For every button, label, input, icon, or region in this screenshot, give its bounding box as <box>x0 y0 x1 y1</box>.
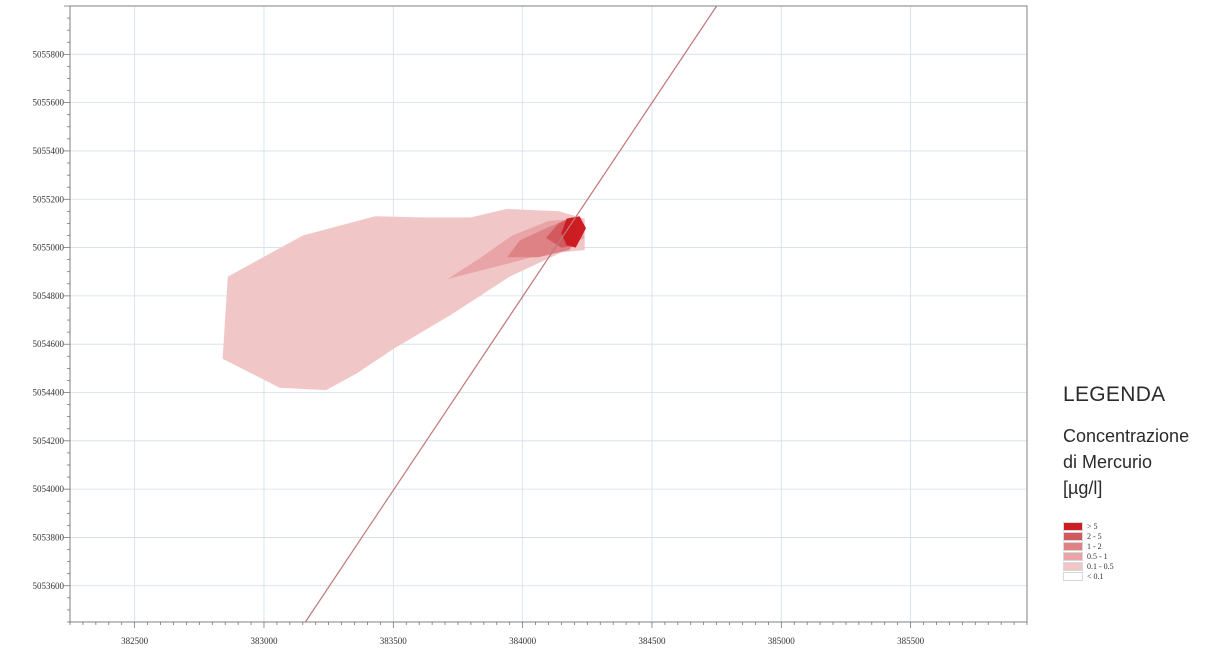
legend-item-label: 0.1 - 0.5 <box>1087 561 1114 571</box>
legend-item: 2 - 5 <box>1063 531 1218 541</box>
legend-subtitle-line: Concentrazione <box>1063 426 1190 446</box>
axis-ticks <box>64 5 1028 628</box>
legend-swatch <box>1063 561 1083 571</box>
legend-item-label: 0.5 - 1 <box>1087 551 1108 561</box>
legend-item: 0.5 - 1 <box>1063 551 1218 561</box>
y-tick-label: 5055000 <box>33 243 65 253</box>
legend-item: < 0.1 <box>1063 571 1218 581</box>
x-tick-label: 384500 <box>638 636 666 646</box>
y-tick-label: 5054400 <box>33 388 65 398</box>
legend-item: > 5 <box>1063 521 1218 531</box>
legend-swatch <box>1063 531 1083 541</box>
y-tick-label: 5053600 <box>33 581 65 591</box>
transect-line <box>304 5 718 623</box>
legend-item: 1 - 2 <box>1063 541 1218 551</box>
x-tick-label: 382500 <box>121 636 149 646</box>
legend-item-label: > 5 <box>1087 521 1098 531</box>
y-tick-label: 5054800 <box>33 291 65 301</box>
y-tick-label: 5053800 <box>33 532 65 542</box>
legend-item-label: 1 - 2 <box>1087 541 1102 551</box>
x-tick-label: 383000 <box>250 636 278 646</box>
y-tick-label: 5055800 <box>33 49 65 59</box>
y-tick-label: 5055200 <box>33 194 65 204</box>
legend-swatch <box>1063 521 1083 531</box>
mercury-plume <box>222 208 586 391</box>
x-tick-label: 385000 <box>768 636 796 646</box>
legend-swatch <box>1063 551 1083 561</box>
legend-item-label: < 0.1 <box>1087 571 1104 581</box>
x-tick-label: 384000 <box>509 636 537 646</box>
y-tick-label: 5055600 <box>33 98 65 108</box>
legend-swatch <box>1063 571 1083 581</box>
transect-line-layer <box>304 5 718 623</box>
legend: LEGENDA Concentrazione di Mercurio [µg/l… <box>1063 383 1218 581</box>
grid <box>70 6 1027 622</box>
y-tick-label: 5054600 <box>33 339 65 349</box>
y-tick-label: 5054000 <box>33 484 65 494</box>
contour-map: 382500 383000 383500 384000 384500 385000 3855… <box>33 5 1028 646</box>
legend-subtitle: Concentrazione di Mercurio [µg/l] <box>1063 423 1218 501</box>
plume-zone-4 <box>561 216 586 248</box>
legend-item-label: 2 - 5 <box>1087 531 1102 541</box>
axis-labels: 382500 383000 383500 384000 384500 385000 3855… <box>33 49 925 646</box>
x-tick-label: 383500 <box>380 636 408 646</box>
y-tick-label: 5054200 <box>33 436 65 446</box>
legend-subtitle-line: [µg/l] <box>1063 478 1103 498</box>
x-tick-label: 385500 <box>897 636 925 646</box>
plot-frame <box>69 5 1028 623</box>
legend-title: LEGENDA <box>1063 383 1166 406</box>
y-tick-label: 5055400 <box>33 146 65 156</box>
legend-subtitle-line: di Mercurio <box>1063 452 1153 472</box>
legend-item: 0.1 - 0.5 <box>1063 561 1218 571</box>
legend-swatch <box>1063 541 1083 551</box>
